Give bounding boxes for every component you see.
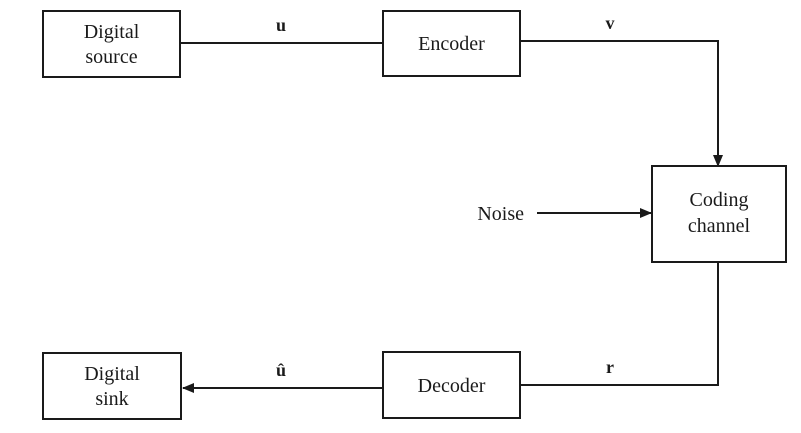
digital-source-block	[42, 10, 181, 78]
digital-sink-label-line2: sink	[95, 388, 128, 410]
digital-source-label-line1: Digital	[84, 21, 140, 43]
decoder-block	[382, 351, 521, 419]
signal-v-label: v	[606, 13, 615, 33]
coding-channel-label-line1: Coding	[690, 189, 749, 211]
signal-u-hat-label: û	[276, 360, 286, 380]
signal-u-label: u	[276, 15, 286, 35]
digital-source-label-line2: source	[85, 46, 137, 68]
noise-label: Noise	[477, 203, 524, 225]
connector-channel-to-decoder	[520, 263, 719, 386]
decoder-label: Decoder	[418, 375, 486, 397]
digital-sink-block	[42, 352, 182, 420]
digital-sink-label-line1: Digital	[84, 363, 140, 385]
coding-channel-block	[651, 165, 787, 263]
connector-encoder-to-channel	[520, 40, 723, 167]
encoder-block	[382, 10, 521, 77]
coding-channel-label-line2: channel	[688, 215, 751, 237]
signal-r-label: r	[606, 357, 614, 377]
encoder-label: Encoder	[418, 33, 485, 55]
